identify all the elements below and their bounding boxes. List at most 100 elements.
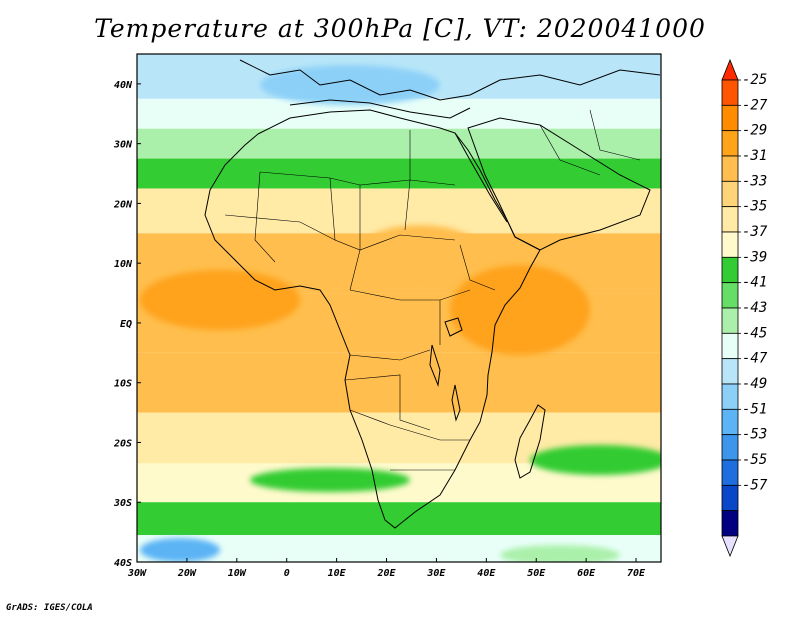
lon-tick-label: 0 [284,568,290,579]
colorbar-swatch [721,383,739,410]
border-line [539,124,601,176]
colorbar-swatch [721,332,739,360]
warm-anomaly-west-atlantic [140,270,300,330]
colorbar-swatch [721,155,739,182]
colorbar-swatch [721,434,739,461]
colorbar-swatch [721,408,739,436]
colorbar-label: -55 [742,452,767,468]
lon-tick-label: 10W [228,568,247,579]
warm-anomaly-east-africa [450,265,590,355]
colorbar-label: -47 [742,351,768,367]
colorbar-label: -33 [742,173,767,189]
colorbar-label: -57 [742,477,768,493]
temperature-band [137,188,661,234]
lake-victoria [444,317,463,337]
border-line [349,349,431,361]
map-title: Temperature at 300hPa [C], VT: 202004100… [94,14,706,43]
latitude-axis: 40N 30N 20N 10N EQ 10S 20S 30S 40S [113,80,141,569]
lat-tick-label: 40N [114,80,133,91]
border-line [254,171,276,263]
lon-tick-label: 60E [577,568,596,579]
longitude-axis: 30W 20W 10W 0 10E 20E 30E 40E 50E 60E 70E [127,558,646,579]
lon-tick-label: 40E [477,568,496,579]
border-line [404,130,411,231]
lon-tick-label: 70E [627,568,646,579]
colorbar-bottom-arrow [721,535,739,558]
lon-tick-label: 10E [328,568,347,579]
colorbar-swatch [721,307,739,334]
colorbar-label: -51 [742,401,767,417]
lat-tick-label: 10S [114,379,132,390]
cold-anomaly-southwest [140,538,220,562]
colorbar: -25 -27 -29 -31 -33 -35 -37 -39 -41 -43 -45 -47 -49 -… [721,58,768,558]
temperature-anomalies [140,65,661,562]
coastlines [204,59,661,529]
lon-tick-label: 30E [426,568,446,579]
colorbar-swatch [721,180,739,208]
colorbar-swatch [721,256,739,284]
warm-anomaly-sahel [360,225,480,275]
colorbar-label: -25 [742,72,767,88]
colorbar-swatch [721,459,739,486]
colorbar-label: -45 [742,325,767,341]
cool-anomaly-south [250,468,410,492]
colorbar-label: -37 [742,224,768,240]
arabia-coastline [467,117,651,251]
madagascar-coastline [514,404,546,479]
lat-tick-label: 10N [114,259,133,270]
mediterranean-coastline [289,99,471,119]
colorbar-swatch [721,484,739,512]
border-line [344,374,431,431]
lon-tick-label: 30W [127,568,147,579]
red-sea-coastline [454,132,508,223]
border-line [349,185,361,291]
temperature-band [137,128,661,159]
colorbar-top-arrow [721,58,739,81]
border-line [459,244,496,291]
colorbar-swatch [721,510,739,537]
lon-tick-label: 20W [177,568,197,579]
country-borders [224,109,641,471]
colorbar-swatch [721,104,739,132]
lat-tick-label: EQ [120,319,132,330]
colorbar-label: -27 [742,97,768,113]
border-line [349,409,470,441]
colorbar-label: -49 [742,376,767,392]
colorbar-swatch [721,79,739,106]
colorbar-swatch [721,358,739,385]
temperature-band [137,98,661,129]
colorbar-swatch [721,206,739,233]
colorbar-swatch [721,231,739,258]
lat-tick-label: 20S [113,438,132,449]
lon-tick-label: 50E [527,568,546,579]
colorbar-label: -35 [742,199,767,215]
grads-credit: GrADS: IGES/COLA [6,603,93,613]
africa-coastline [204,109,541,529]
colorbar-label: -53 [742,427,767,443]
lat-tick-label: 30N [113,140,133,151]
lake-tanganyika [429,344,441,387]
temperature-band [137,352,661,413]
cold-anomaly-mediterranean [260,65,440,105]
colorbar-label: -31 [742,148,767,164]
colorbar-label: -43 [742,300,767,316]
cool-anomaly-southeast [500,545,620,562]
cool-anomaly-indian-ocean [530,445,661,475]
lat-tick-label: 40S [114,558,132,569]
colorbar-label: -29 [742,123,767,139]
temperature-band [137,502,661,536]
colorbar-label: -41 [742,275,767,291]
europe-coastline [239,59,661,101]
lon-tick-label: 20E [376,568,396,579]
lat-tick-label: 20N [113,199,133,210]
colorbar-label: -39 [742,249,767,265]
temperature-band [137,158,661,189]
lat-tick-label: 30S [113,498,132,509]
plot-frame [136,53,662,563]
temperature-field [137,54,661,562]
colorbar-swatch [721,130,739,157]
colorbar-swatch [721,282,739,309]
border-line [224,214,336,241]
lake-malawi [451,384,461,422]
